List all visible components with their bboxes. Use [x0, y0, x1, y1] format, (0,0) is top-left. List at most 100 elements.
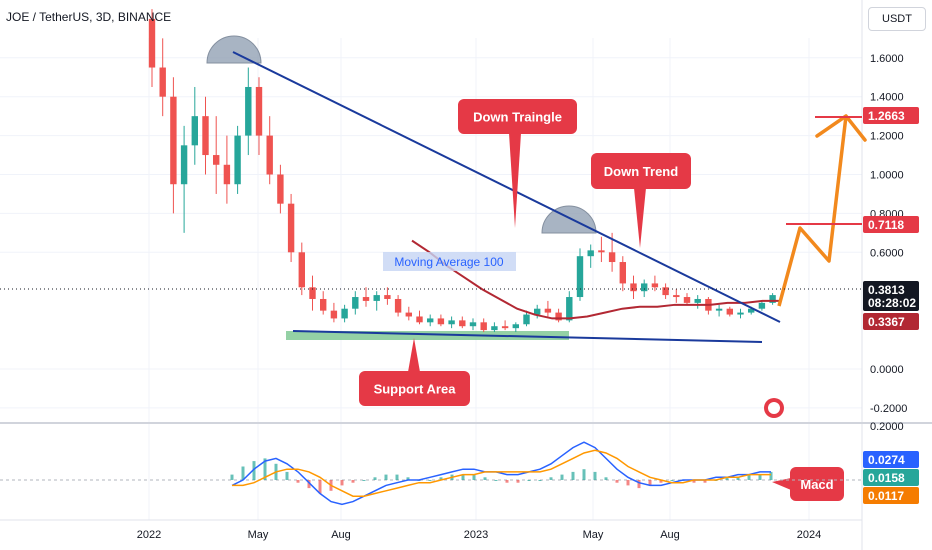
candle-body	[662, 287, 669, 296]
macd-hist-bar	[736, 477, 740, 480]
time-tick-label: May	[248, 529, 269, 541]
macd-hist-bar	[461, 474, 465, 480]
macd-hist-bar	[241, 466, 245, 480]
candle-body	[737, 312, 744, 315]
last-price-tag-text: 08:28:02	[868, 296, 916, 310]
macd-hist-bar	[637, 480, 641, 489]
country-badge-inner	[768, 402, 780, 414]
macd-line	[231, 441, 771, 506]
down-triangle-callout-box	[458, 99, 577, 134]
signal-line	[232, 449, 771, 497]
last-price-tag-text: 0.3813	[868, 283, 905, 297]
hist-value-tag: 0.0158	[863, 469, 919, 486]
dome-top-left	[206, 35, 262, 64]
macd-hist-bar	[593, 471, 597, 480]
candle-body	[416, 316, 423, 323]
candle-body	[758, 302, 766, 309]
candle-body	[287, 203, 295, 253]
time-axis: 2022 May Aug 2023 May Aug 2024	[137, 529, 821, 541]
currency-button[interactable]: USDT	[868, 7, 926, 31]
macd-value-tag-text: 0.0274	[868, 453, 905, 467]
candle-body	[362, 297, 370, 301]
moving-average-layer	[411, 239, 780, 320]
last-price-tag-bg	[863, 281, 919, 311]
candle-body	[641, 283, 648, 292]
macd-tick-label: 0.2000	[870, 421, 904, 433]
macd-hist-bar	[692, 480, 696, 483]
macd-hist-bar	[472, 474, 476, 480]
candle-body	[384, 295, 391, 299]
support-area-band	[286, 331, 569, 340]
macd-hist-bar	[318, 480, 322, 494]
macd-hist-bar	[626, 480, 630, 486]
candle-body	[159, 67, 166, 97]
projection-path	[777, 115, 848, 307]
annotations-front: Down Traingle Down Trend Support Area Macd M…	[0, 51, 867, 501]
candle-body	[726, 308, 733, 315]
macd-hist-bar	[527, 480, 531, 481]
support-area-callout-box	[359, 371, 470, 406]
hist-value-tag-text: 0.0158	[868, 471, 905, 485]
macd-hist-bar	[494, 480, 498, 481]
candle-body	[405, 312, 412, 317]
time-tick-label: May	[583, 529, 604, 541]
candle-body	[180, 145, 188, 185]
candle-body	[619, 262, 626, 284]
down-trend-callout-label: Down Trend	[604, 164, 678, 179]
support-area-callout-pointer	[408, 338, 420, 372]
time-tick-label: 2024	[797, 529, 821, 541]
down-trend-callout: Down Trend	[591, 153, 691, 248]
macd-hist-bar	[439, 477, 443, 480]
target-tag-2: 1.2663	[863, 107, 919, 124]
candle-body	[501, 326, 509, 329]
candle-body	[277, 174, 284, 204]
macd-hist-bar	[582, 469, 586, 480]
ma-caption: Moving Average 100	[394, 255, 504, 269]
down-trend-callout-box	[591, 153, 691, 189]
candle-body	[234, 135, 241, 185]
price-tick-label: 1.0000	[870, 170, 904, 182]
price-tick-label: 1.6000	[870, 53, 904, 65]
target-tag-1-text: 0.7118	[868, 218, 904, 232]
candle-body	[523, 314, 530, 325]
macd-hist-bar	[670, 480, 674, 481]
macd-hist-bar	[428, 480, 432, 481]
macd-hist-bar	[648, 480, 652, 486]
ma-value-tag-bg	[863, 313, 919, 330]
macd-callout-box	[790, 467, 844, 501]
down-triangle-callout-pointer	[509, 133, 521, 228]
macd-hist-bar	[604, 477, 608, 480]
macd-hist-bar	[560, 474, 564, 480]
target-tag-2-bg	[863, 107, 919, 124]
candle-body	[373, 295, 380, 301]
annotations-back	[206, 35, 597, 340]
hist-value-tag-bg	[863, 469, 919, 486]
ma-value-tag: 0.3367	[863, 313, 919, 330]
macd-hist-bar	[571, 471, 575, 480]
macd-callout-pointer	[772, 478, 791, 490]
macd-hist-bar	[285, 471, 289, 480]
candle-body	[630, 283, 637, 292]
candle-body	[352, 297, 359, 309]
candle-body	[330, 310, 338, 319]
candle-body	[608, 252, 616, 263]
candle-body	[245, 86, 252, 136]
ma-value-tag-text: 0.3367	[868, 315, 905, 329]
candle-body	[437, 318, 445, 325]
price-tick-label: 0.0000	[870, 364, 904, 376]
candle-body	[459, 320, 466, 327]
macd-hist-bar	[549, 477, 553, 480]
candle-body	[223, 164, 231, 185]
candle-body	[191, 116, 198, 146]
price-tick-label: 0.6000	[870, 247, 904, 259]
candle-body	[148, 18, 156, 68]
candle-body	[394, 298, 402, 313]
macd-hist-bar	[263, 458, 267, 480]
signal-value-tag-bg	[863, 487, 919, 504]
support-line	[292, 330, 763, 343]
down-trend-line	[232, 51, 781, 323]
target-tag-1: 0.7118	[863, 216, 919, 233]
candle-body	[213, 155, 220, 165]
macd-hist-bar	[362, 480, 366, 481]
